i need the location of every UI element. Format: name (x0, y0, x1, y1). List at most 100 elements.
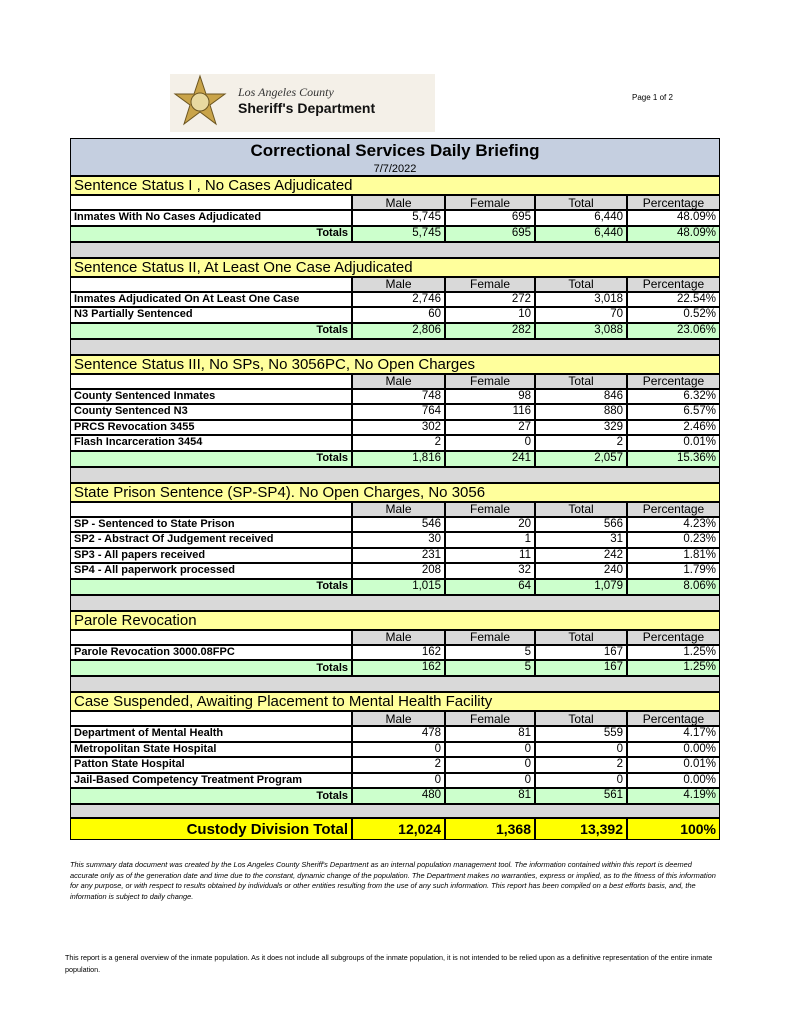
agency-line2: Sheriff's Department (238, 100, 375, 116)
section-title: Parole Revocation (70, 610, 720, 630)
data-row-label: Metropolitan State Hospital (70, 741, 352, 757)
header-blank (70, 711, 352, 726)
totals-row-value: 3,088 (535, 322, 627, 339)
logo: Los Angeles County Sheriff's Department (170, 74, 435, 132)
data-row-value: 1.81% (627, 547, 720, 563)
data-row-value: 162 (352, 644, 445, 660)
totals-row-label: Totals (70, 322, 352, 339)
data-row-value: 1 (445, 532, 535, 548)
column-header: Male (352, 195, 445, 210)
data-row-value: 3,018 (535, 291, 627, 307)
data-row-label: SP - Sentenced to State Prison (70, 516, 352, 532)
section-title: Sentence Status II, At Least One Case Ad… (70, 257, 720, 277)
totals-row-value: 48.09% (627, 225, 720, 242)
data-row-value: 70 (535, 307, 627, 323)
data-row-value: 0 (352, 741, 445, 757)
data-row-value: 4.23% (627, 516, 720, 532)
data-row-value: 0 (445, 435, 535, 451)
column-header: Male (352, 501, 445, 517)
data-row-value: 302 (352, 419, 445, 435)
spacer (70, 338, 720, 355)
totals-row-value: 2,057 (535, 450, 627, 467)
page-number: Page 1 of 2 (632, 93, 673, 102)
data-row-value: 0 (535, 772, 627, 788)
data-row-label: Patton State Hospital (70, 757, 352, 773)
totals-row-value: 2,806 (352, 322, 445, 339)
totals-row-value: 15.36% (627, 450, 720, 467)
column-header: Total (535, 373, 627, 389)
spacer (70, 594, 720, 611)
column-header: Male (352, 373, 445, 389)
column-header: Female (445, 276, 535, 292)
totals-row-value: 4.19% (627, 788, 720, 804)
column-header: Male (352, 711, 445, 726)
header-blank (70, 629, 352, 645)
totals-row-value: 64 (445, 578, 535, 595)
data-row-value: 0 (445, 772, 535, 788)
data-row-value: 0 (535, 741, 627, 757)
section-title: Sentence Status I , No Cases Adjudicated (70, 176, 720, 195)
column-header: Female (445, 195, 535, 210)
column-header: Total (535, 195, 627, 210)
data-row-value: 329 (535, 419, 627, 435)
totals-row-label: Totals (70, 225, 352, 242)
data-row-value: 10 (445, 307, 535, 323)
data-row-value: 559 (535, 726, 627, 742)
section-title: State Prison Sentence (SP-SP4). No Open … (70, 482, 720, 502)
data-row-value: 566 (535, 516, 627, 532)
data-row-value: 1.25% (627, 644, 720, 660)
data-row-value: 98 (445, 388, 535, 404)
totals-row-value: 1.25% (627, 660, 720, 676)
column-header: Percentage (627, 195, 720, 210)
header-blank (70, 501, 352, 517)
data-row-value: 0 (445, 741, 535, 757)
data-row-value: 2 (535, 435, 627, 451)
data-row-value: 27 (445, 419, 535, 435)
data-row-label: SP2 - Abstract Of Judgement received (70, 532, 352, 548)
date: 7/7/2022 (373, 163, 417, 175)
column-header: Percentage (627, 711, 720, 726)
column-header: Male (352, 276, 445, 292)
data-row-value: 0.00% (627, 772, 720, 788)
totals-row-value: 1,015 (352, 578, 445, 595)
data-row-value: 880 (535, 404, 627, 420)
column-header: Percentage (627, 276, 720, 292)
column-header: Percentage (627, 373, 720, 389)
data-row-label: County Sentenced N3 (70, 404, 352, 420)
data-row-value: 2.46% (627, 419, 720, 435)
header-blank (70, 373, 352, 389)
data-row-value: 0.52% (627, 307, 720, 323)
data-row-value: 240 (535, 563, 627, 579)
spacer (70, 466, 720, 483)
data-row-label: N3 Partially Sentenced (70, 307, 352, 323)
column-header: Total (535, 711, 627, 726)
agency-line1: Los Angeles County (237, 85, 334, 99)
data-row-label: Department of Mental Health (70, 726, 352, 742)
column-header: Percentage (627, 629, 720, 645)
totals-row-value: 5,745 (352, 225, 445, 242)
grand-total-value: 12,024 (352, 818, 445, 840)
column-header: Total (535, 276, 627, 292)
column-header: Total (535, 501, 627, 517)
totals-row-value: 8.06% (627, 578, 720, 595)
header-blank (70, 276, 352, 292)
data-row-value: 60 (352, 307, 445, 323)
column-header: Female (445, 501, 535, 517)
data-row-value: 1.79% (627, 563, 720, 579)
data-row-value: 116 (445, 404, 535, 420)
totals-row-label: Totals (70, 788, 352, 804)
totals-row-value: 241 (445, 450, 535, 467)
data-row-value: 2,746 (352, 291, 445, 307)
data-row-value: 6.32% (627, 388, 720, 404)
totals-row-value: 5 (445, 660, 535, 676)
data-row-value: 0 (352, 772, 445, 788)
data-row-label: PRCS Revocation 3455 (70, 419, 352, 435)
data-row-label: Inmates With No Cases Adjudicated (70, 210, 352, 226)
data-row-label: County Sentenced Inmates (70, 388, 352, 404)
column-header: Percentage (627, 501, 720, 517)
data-row-value: 0.01% (627, 757, 720, 773)
data-row-value: 846 (535, 388, 627, 404)
totals-row-value: 167 (535, 660, 627, 676)
data-row-value: 242 (535, 547, 627, 563)
